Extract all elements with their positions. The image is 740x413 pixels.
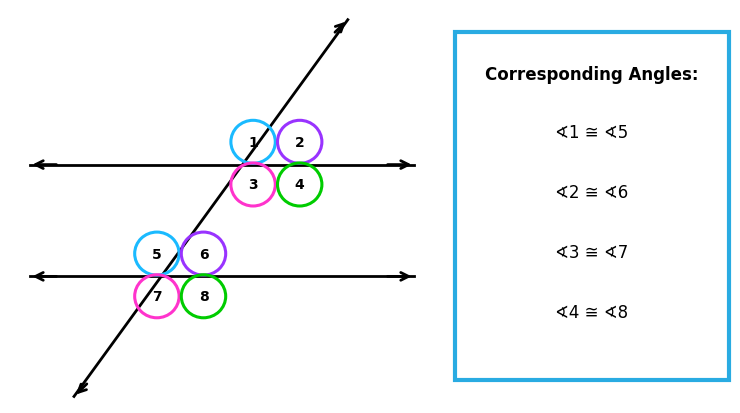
Text: 1: 1 [248,135,258,150]
Text: ∢4 ≅ ∢8: ∢4 ≅ ∢8 [556,303,628,321]
Text: 8: 8 [198,290,209,304]
FancyBboxPatch shape [455,33,729,380]
Text: 3: 3 [248,178,258,192]
Text: ∢2 ≅ ∢6: ∢2 ≅ ∢6 [556,183,628,201]
Text: 7: 7 [152,290,162,304]
Text: 5: 5 [152,247,162,261]
Text: 6: 6 [198,247,209,261]
Text: ∢3 ≅ ∢7: ∢3 ≅ ∢7 [556,243,628,261]
Text: 4: 4 [295,178,305,192]
Text: Corresponding Angles:: Corresponding Angles: [485,65,699,83]
Text: 2: 2 [295,135,305,150]
Text: ∢1 ≅ ∢5: ∢1 ≅ ∢5 [556,123,628,141]
